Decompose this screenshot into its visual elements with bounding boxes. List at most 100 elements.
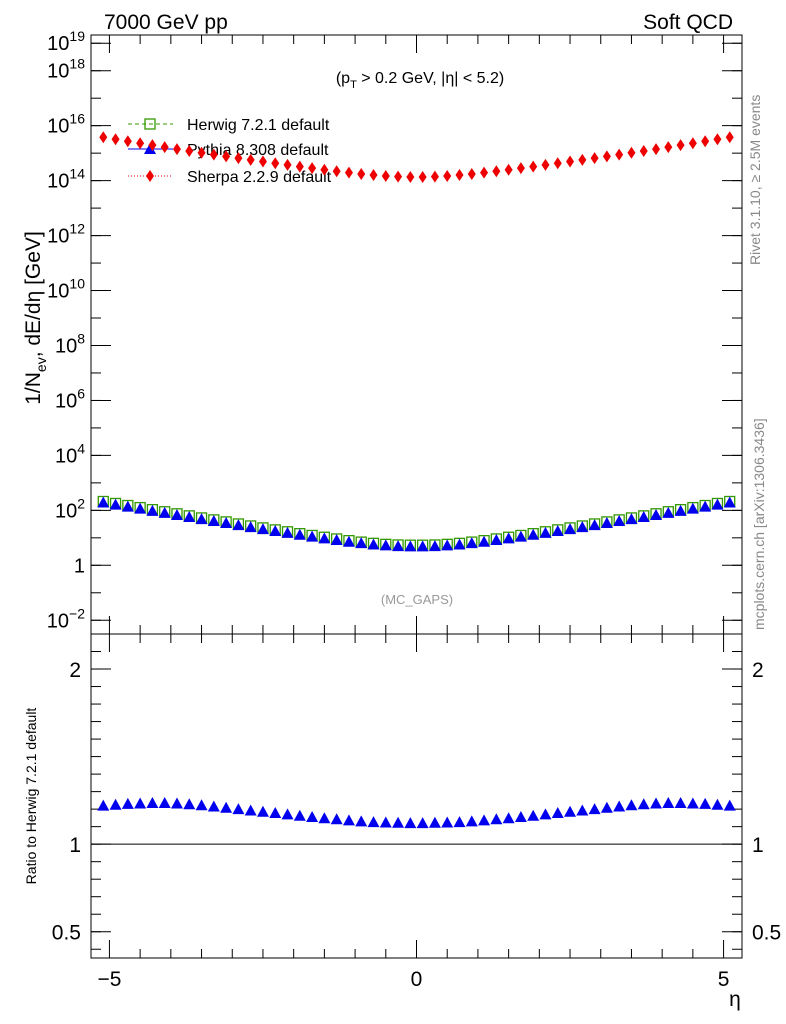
ratio-data-point xyxy=(404,817,417,829)
data-point-sherpa xyxy=(209,148,218,161)
ratio-data-point xyxy=(330,813,343,825)
mcplots-source-label: mcplots.cern.ch [arXiv:1306.3436] xyxy=(751,418,767,630)
ratio-data-point xyxy=(121,797,134,809)
ratio-data-point xyxy=(600,801,613,813)
ratio-data-point xyxy=(318,812,331,824)
ratio-data-point xyxy=(527,809,540,821)
data-point-pythia xyxy=(416,540,429,552)
data-point-sherpa xyxy=(688,137,697,150)
ratio-data-point xyxy=(158,797,171,809)
ratio-y-tick-label-left: 2 xyxy=(69,659,81,682)
kinematic-cut-label: (pT > 0.2 GeV, |η| < 5.2) xyxy=(336,70,504,91)
data-point-sherpa xyxy=(344,166,353,179)
ratio-y-tick-label-right: 2 xyxy=(752,659,764,682)
main-axis-ticks: 10−2 1 102 104 106 108 1010 1012 1014 1016 1018101… xyxy=(47,28,742,634)
ratio-data-point xyxy=(465,815,478,827)
ratio-data-point xyxy=(637,798,650,810)
data-point-pythia xyxy=(662,506,675,518)
ratio-y-tick-label-right: 0.5 xyxy=(752,922,781,945)
ratio-data-point xyxy=(650,797,663,809)
ratio-data-point xyxy=(453,816,466,828)
ratio-data-point xyxy=(428,816,441,828)
data-point-pythia xyxy=(490,534,503,546)
x-tick-label: 0 xyxy=(411,968,423,991)
data-point-sherpa xyxy=(676,139,685,152)
ratio-data-point xyxy=(441,816,454,828)
data-point-pythia xyxy=(650,508,663,520)
data-point-pythia xyxy=(232,519,245,531)
ratio-data-point xyxy=(134,797,147,809)
ratio-data-point xyxy=(195,799,208,811)
legend-herwig-label: Herwig 7.2.1 default xyxy=(187,117,330,134)
ratio-data-point xyxy=(613,800,626,812)
data-point-sherpa xyxy=(271,157,280,170)
ratio-data-point xyxy=(490,813,503,825)
legend-herwig-marker xyxy=(144,118,156,130)
ratio-data-point xyxy=(502,812,515,824)
x-axis-label: η xyxy=(729,988,741,1011)
ratio-data-point xyxy=(97,799,110,811)
data-point-pythia xyxy=(711,498,724,510)
ratio-data-point xyxy=(293,809,306,821)
main-y-tick-label: 1018 xyxy=(47,56,85,83)
main-y-tick-label: 102 xyxy=(55,495,85,522)
data-point-pythia xyxy=(281,526,294,538)
ratio-data-point xyxy=(269,806,282,818)
legend-pythia-label: Pythia 8.308 default xyxy=(187,142,329,159)
data-point-pythia xyxy=(625,513,638,525)
main-y-tick-label: 1010 xyxy=(47,276,85,303)
ratio-axis-ticks: 0.5 0.5 1 1 2 2 −5 0 5 xyxy=(52,634,781,991)
main-y-tick-label: 1012 xyxy=(47,221,85,248)
ratio-data-point xyxy=(183,798,196,810)
process-title: Soft QCD xyxy=(643,11,733,34)
ratio-y-tick-label-left: 1 xyxy=(69,834,81,857)
collision-energy-title: 7000 GeV pp xyxy=(104,11,228,34)
data-point-sherpa xyxy=(467,167,476,180)
data-point-sherpa xyxy=(516,162,525,175)
data-point-pythia xyxy=(551,525,564,537)
data-point-pythia xyxy=(269,525,282,537)
data-point-sherpa xyxy=(234,152,243,165)
ratio-data-point xyxy=(564,805,577,817)
data-point-sherpa xyxy=(185,144,194,157)
data-point-sherpa xyxy=(504,163,513,176)
data-point-pythia xyxy=(170,508,183,520)
data-point-pythia xyxy=(121,500,134,512)
data-point-sherpa xyxy=(99,131,108,144)
ratio-data-point xyxy=(281,808,294,820)
data-point-sherpa xyxy=(430,170,439,183)
data-point-pythia xyxy=(330,534,343,546)
data-point-sherpa xyxy=(455,169,464,182)
data-point-sherpa xyxy=(320,163,329,176)
data-point-pythia xyxy=(453,538,466,550)
data-point-pythia xyxy=(293,528,306,540)
series-sherpa xyxy=(99,131,734,183)
data-point-sherpa xyxy=(357,167,366,180)
ratio-data-point xyxy=(514,811,527,823)
data-point-pythia xyxy=(478,535,491,547)
ratio-data-point xyxy=(551,806,564,818)
data-point-pythia xyxy=(428,540,441,552)
data-point-pythia xyxy=(441,539,454,551)
legend-sherpa-marker xyxy=(146,170,154,182)
data-point-pythia xyxy=(674,504,687,516)
data-point-sherpa xyxy=(197,146,206,159)
ratio-data-point xyxy=(146,797,159,809)
data-point-sherpa xyxy=(627,146,636,159)
data-point-sherpa xyxy=(701,135,710,148)
data-point-pythia xyxy=(502,532,515,544)
data-point-sherpa xyxy=(406,170,415,183)
data-point-sherpa xyxy=(566,155,575,168)
data-point-pythia xyxy=(256,523,269,535)
data-point-sherpa xyxy=(590,152,599,165)
data-point-sherpa xyxy=(529,160,538,173)
main-y-tick-label: 1019 xyxy=(47,28,85,55)
ratio-plot-frame xyxy=(90,633,743,959)
data-point-pythia xyxy=(355,537,368,549)
data-point-pythia xyxy=(527,528,540,540)
main-y-tick-label: 1014 xyxy=(47,166,85,193)
data-point-pythia xyxy=(183,511,196,523)
legend-entry-sherpa: Sherpa 2.2.9 default xyxy=(128,169,332,186)
ratio-data-point xyxy=(109,798,122,810)
